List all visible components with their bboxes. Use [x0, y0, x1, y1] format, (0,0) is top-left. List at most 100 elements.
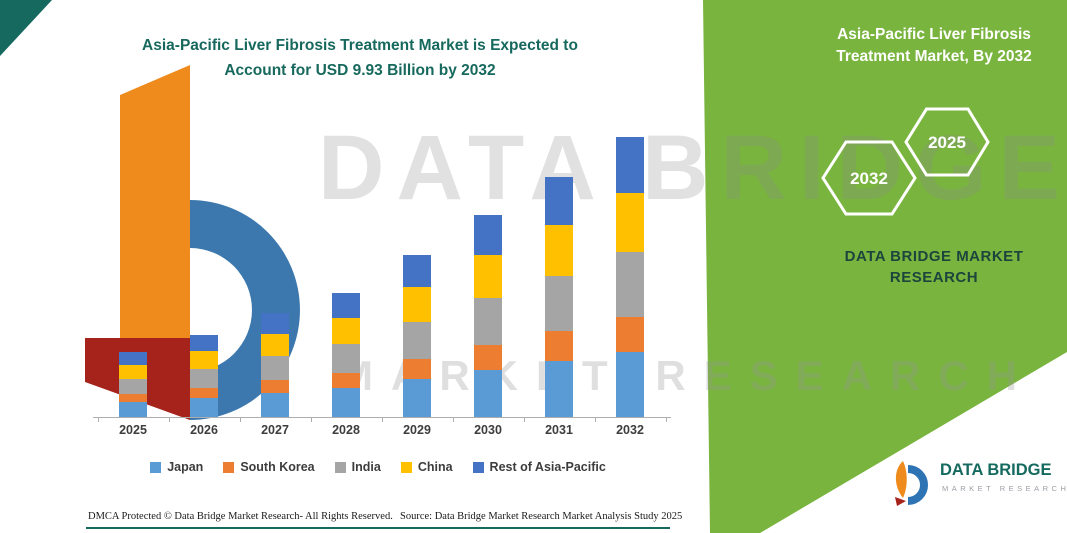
bar-segment-rest-of-asia-pacific [190, 334, 218, 352]
hexagon-year-2025: 2025 [928, 133, 966, 152]
legend-label: South Korea [240, 460, 315, 474]
bar-segment-south-korea [545, 331, 573, 362]
logo-icon-orange-flame [895, 461, 907, 498]
side-brand-text: DATA BRIDGE MARKET RESEARCH [808, 246, 1060, 288]
legend-swatch [334, 461, 346, 473]
side-panel-title-line1: Asia-Pacific Liver Fibrosis [837, 26, 1031, 43]
bar-segment-rest-of-asia-pacific [261, 313, 289, 335]
bar-segment-japan [545, 361, 573, 417]
bar-segment-south-korea [332, 372, 360, 389]
legend-item: South Korea [223, 460, 315, 474]
x-axis-tick [381, 417, 383, 422]
side-brand-line2: RESEARCH [889, 269, 979, 286]
forecast-hexagons: 2032 2025 [821, 107, 990, 216]
x-axis-tick [523, 417, 525, 422]
legend-item: India [334, 460, 381, 474]
x-axis-tick [239, 417, 241, 422]
watermark-market-research: MARKET RESEARCH [338, 352, 1036, 399]
chart-title-line1: Asia-Pacific Liver Fibrosis Treatment Ma… [142, 37, 578, 54]
bar-segment-india [119, 378, 147, 394]
side-brand-line1: DATA BRIDGE MARKET [844, 248, 1024, 265]
bar-segment-china [119, 365, 147, 379]
dmca-text: DMCA Protected © Data Bridge Market Rese… [88, 511, 393, 522]
x-axis-label: 2027 [261, 423, 289, 437]
bar-segment-japan [261, 393, 289, 417]
bar-segment-japan [403, 379, 431, 417]
bar-segment-china [332, 317, 360, 344]
logo-icon-blue-arc [907, 465, 928, 505]
bar-segment-rest-of-asia-pacific [332, 292, 360, 318]
x-axis-label: 2031 [545, 423, 573, 437]
hexagon-2032 [821, 140, 917, 216]
bar-segment-china [403, 287, 431, 322]
bar-segment-china [261, 334, 289, 357]
bar-segment-rest-of-asia-pacific [616, 136, 644, 193]
bar-segment-japan [190, 398, 218, 417]
source-text: Source: Data Bridge Market Research Mark… [400, 511, 683, 522]
bar-segment-south-korea [616, 316, 644, 353]
logo-icon-red-accent [895, 497, 906, 506]
bar-segment-south-korea [261, 380, 289, 394]
x-axis-tick [665, 417, 667, 422]
chart-title-line2: Account for USD 9.93 Billion by 2032 [224, 62, 496, 79]
dbmr-logo-tagline: MARKET RESEARCH [942, 484, 1067, 493]
bar-segment-rest-of-asia-pacific [474, 215, 502, 256]
bar-segment-india [545, 275, 573, 332]
legend-swatch [472, 461, 484, 473]
side-panel-title-line2: Treatment Market, By 2032 [836, 48, 1032, 65]
dbmr-logo-name: DATA BRIDGE [940, 461, 1052, 479]
hexagon-2025 [904, 107, 990, 177]
bar-segment-rest-of-asia-pacific [119, 352, 147, 366]
x-axis-tick [452, 417, 454, 422]
x-axis-label: 2032 [616, 423, 644, 437]
x-axis-label: 2029 [403, 423, 431, 437]
chart-legend: Japan South Korea India China Rest of Asia-P… [88, 460, 668, 474]
bar-segment-india [332, 343, 360, 373]
legend-swatch [150, 461, 162, 473]
legend-swatch [400, 461, 412, 473]
bar-segment-india [616, 252, 644, 317]
x-axis-label: 2028 [332, 423, 360, 437]
x-axis-tick [594, 417, 596, 422]
bar-segment-rest-of-asia-pacific [403, 254, 431, 288]
hexagon-year-2032: 2032 [850, 169, 888, 188]
bar-segment-japan [616, 352, 644, 417]
bar-segment-india [474, 297, 502, 345]
bar-segment-india [261, 356, 289, 381]
x-axis-tick [310, 417, 312, 422]
legend-item: Rest of Asia-Pacific [472, 460, 606, 474]
bar-segment-japan [332, 388, 360, 417]
bar-segment-south-korea [403, 359, 431, 380]
legend-label: India [351, 460, 381, 474]
side-panel-title: Asia-Pacific Liver Fibrosis Treatment Ma… [808, 24, 1060, 68]
bar-segment-south-korea [474, 344, 502, 371]
chart-title: Asia-Pacific Liver Fibrosis Treatment Ma… [70, 33, 650, 83]
legend-item: Japan [150, 460, 203, 474]
x-axis-label: 2026 [190, 423, 218, 437]
bar-segment-rest-of-asia-pacific [545, 177, 573, 225]
legend-label: Rest of Asia-Pacific [489, 460, 606, 474]
bar-segment-china [190, 351, 218, 369]
watermark-data-bridge: DATA BRIDGE [318, 117, 1067, 219]
dbmr-logo-icon [895, 461, 928, 506]
bar-segment-china [474, 255, 502, 298]
x-axis-label: 2025 [119, 423, 147, 437]
legend-swatch [223, 461, 235, 473]
bar-segment-japan [119, 402, 147, 417]
legend-label: China [417, 460, 453, 474]
bar-segment-china [616, 192, 644, 253]
bar-segment-india [190, 368, 218, 388]
legend-item: China [400, 460, 453, 474]
logo-orange-bar [120, 65, 190, 340]
legend-label: Japan [167, 460, 204, 474]
bar-segment-china [545, 224, 573, 276]
bar-segment-south-korea [190, 387, 218, 399]
x-axis-label: 2030 [474, 423, 502, 437]
x-axis-tick [97, 417, 99, 422]
bar-segment-india [403, 321, 431, 360]
x-axis-tick [168, 417, 170, 422]
bar-segment-japan [474, 370, 502, 417]
bar-segment-south-korea [119, 393, 147, 403]
